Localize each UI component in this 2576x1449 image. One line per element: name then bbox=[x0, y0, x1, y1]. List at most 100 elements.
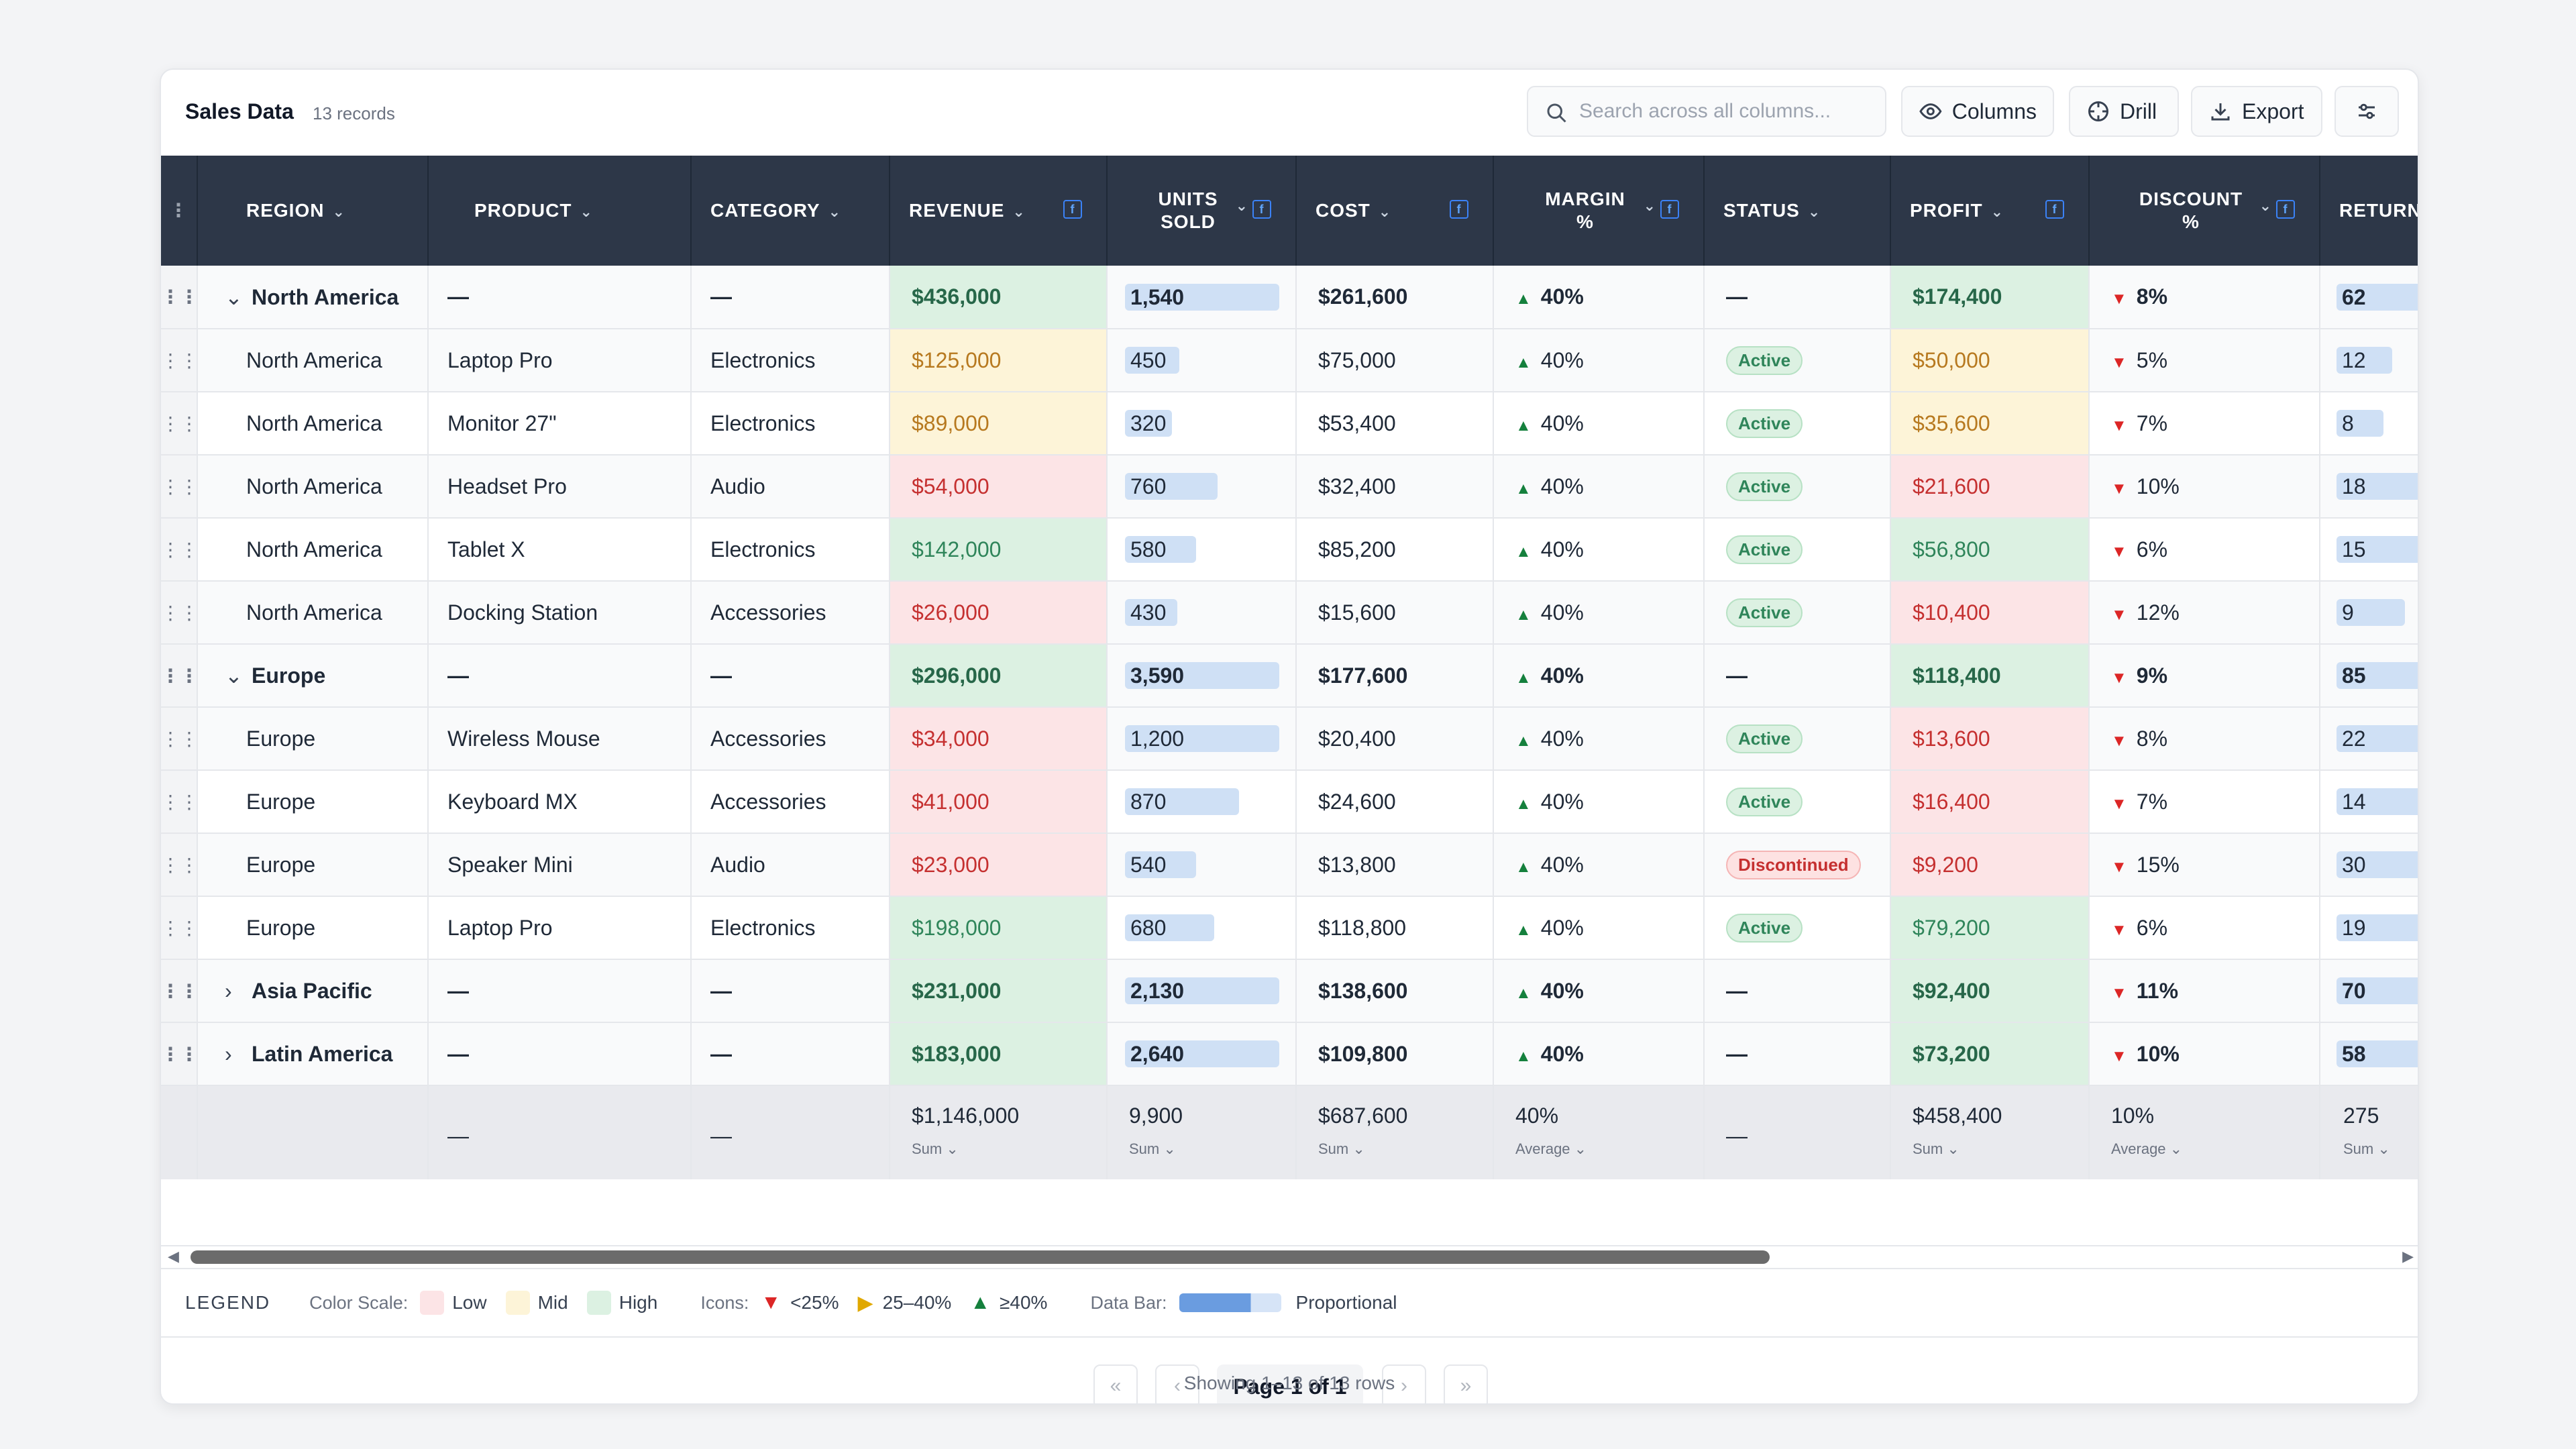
group-row[interactable]: ⋮⋮ › Latin America — — $183,000 2,640 $10… bbox=[161, 1022, 2418, 1086]
revenue-aggregate-select[interactable]: Sum ⌄ bbox=[912, 1140, 1106, 1158]
table-row[interactable]: ⋮⋮ North America Docking Station Accesso… bbox=[161, 581, 2418, 645]
row-drag-handle[interactable]: ⋮⋮ bbox=[161, 392, 198, 455]
row-drag-handle[interactable]: ⋮⋮ bbox=[161, 581, 198, 645]
scrollbar-thumb[interactable] bbox=[191, 1250, 1770, 1264]
column-header-margin[interactable]: MARGIN% ⌄ f bbox=[1493, 156, 1705, 266]
profit-aggregate-select[interactable]: Sum ⌄ bbox=[1913, 1140, 2088, 1158]
first-page-button[interactable]: « bbox=[1093, 1364, 1138, 1403]
table-row[interactable]: ⋮⋮ Europe Wireless Mouse Accessories $34… bbox=[161, 707, 2418, 771]
units-cell: 3,590 bbox=[1107, 644, 1297, 708]
scroll-left-icon[interactable]: ◀ bbox=[168, 1248, 179, 1265]
profit-cell: $16,400 bbox=[1890, 770, 2090, 834]
group-row[interactable]: ⋮⋮ › Asia Pacific — — $231,000 2,130 $138… bbox=[161, 959, 2418, 1023]
table-row[interactable]: ⋮⋮ North America Headset Pro Audio $54,0… bbox=[161, 455, 2418, 519]
chevron-down-icon[interactable]: ⌄ bbox=[225, 663, 243, 688]
pagination: « ‹ Page 1 of 1 › » bbox=[161, 1338, 2418, 1403]
column-header-returns[interactable]: RETURNS bbox=[2320, 156, 2418, 266]
discount-cell: ▼ 15% bbox=[2089, 833, 2320, 897]
units-data-bar: 540 bbox=[1125, 851, 1196, 879]
returns-cell: 85 bbox=[2320, 644, 2418, 708]
chevron-down-icon: ⌄ bbox=[2377, 1140, 2390, 1157]
search-input[interactable]: Search across all columns... bbox=[1527, 86, 1886, 137]
cost-cell: $75,000 bbox=[1296, 329, 1494, 392]
returns-data-bar: 15 bbox=[2337, 536, 2418, 564]
footer-cost-cell: $687,600 Sum ⌄ bbox=[1296, 1085, 1494, 1179]
chevron-down-icon: ⌄ bbox=[2169, 1140, 2183, 1157]
cost-cell: $177,600 bbox=[1296, 644, 1494, 708]
column-header-product[interactable]: PRODUCT ⌄ bbox=[428, 156, 692, 266]
filter-icon[interactable]: f bbox=[1252, 200, 1271, 219]
settings-button[interactable] bbox=[2334, 86, 2399, 137]
chevron-down-icon[interactable]: ⌄ bbox=[225, 284, 243, 309]
legend-databar: Data Bar: Proportional bbox=[1090, 1292, 1397, 1313]
revenue-cell: $436,000 bbox=[890, 266, 1108, 329]
returns-value: 9 bbox=[2342, 600, 2354, 625]
column-header-cost[interactable]: COST ⌄ f bbox=[1296, 156, 1494, 266]
units-value: 320 bbox=[1130, 411, 1167, 436]
cost-aggregate-select[interactable]: Sum ⌄ bbox=[1318, 1140, 1492, 1158]
triangle-down-icon: ▼ bbox=[2111, 1046, 2127, 1065]
table-row[interactable]: ⋮⋮ North America Monitor 27" Electronics… bbox=[161, 392, 2418, 455]
table-row[interactable]: ⋮⋮ North America Tablet X Electronics $1… bbox=[161, 518, 2418, 582]
group-row[interactable]: ⋮⋮ ⌄ Europe — — $296,000 3,590 $177,600 ▲… bbox=[161, 644, 2418, 708]
row-drag-handle[interactable]: ⋮⋮ bbox=[161, 959, 198, 1023]
filter-icon[interactable]: f bbox=[1660, 200, 1679, 219]
footer-status-dash: — bbox=[1726, 1124, 1748, 1148]
scroll-right-icon[interactable]: ▶ bbox=[2402, 1248, 2414, 1265]
row-drag-handle[interactable]: ⋮⋮ bbox=[161, 770, 198, 834]
region-text: North America bbox=[252, 284, 399, 309]
row-drag-handle[interactable]: ⋮⋮ bbox=[161, 644, 198, 708]
prev-page-button[interactable]: ‹ bbox=[1155, 1364, 1199, 1403]
legend: LEGEND Color Scale: Low Mid High Icons: … bbox=[161, 1268, 2418, 1338]
last-page-button[interactable]: » bbox=[1444, 1364, 1488, 1403]
table-row[interactable]: ⋮⋮ North America Laptop Pro Electronics … bbox=[161, 329, 2418, 392]
column-header-revenue[interactable]: REVENUE ⌄ f bbox=[890, 156, 1108, 266]
chevron-right-icon[interactable]: › bbox=[225, 1041, 232, 1066]
units-aggregate-select[interactable]: Sum ⌄ bbox=[1129, 1140, 1295, 1158]
next-page-button[interactable]: › bbox=[1382, 1364, 1426, 1403]
returns-cell: 58 bbox=[2320, 1022, 2418, 1086]
row-drag-handle[interactable]: ⋮⋮ bbox=[161, 266, 198, 329]
triangle-up-icon: ▲ bbox=[1515, 857, 1532, 876]
column-header-status[interactable]: STATUS ⌄ bbox=[1704, 156, 1891, 266]
legend-icon-mid: ▶ 25–40% bbox=[857, 1291, 951, 1315]
drill-button[interactable]: Drill bbox=[2069, 86, 2179, 137]
units-data-bar: 1,540 bbox=[1125, 283, 1279, 311]
margin-aggregate-select[interactable]: Average ⌄ bbox=[1515, 1140, 1703, 1158]
row-drag-handle[interactable]: ⋮⋮ bbox=[161, 896, 198, 960]
units-data-bar: 320 bbox=[1125, 410, 1172, 437]
column-header-category[interactable]: CATEGORY ⌄ bbox=[691, 156, 890, 266]
chevron-right-icon[interactable]: › bbox=[225, 978, 232, 1003]
column-header-profit[interactable]: PROFIT ⌄ f bbox=[1890, 156, 2090, 266]
group-row[interactable]: ⋮⋮ ⌄ North America — — $436,000 1,540 $26… bbox=[161, 266, 2418, 329]
column-header-units-sold[interactable]: UNITS SOLD ⌄ f bbox=[1107, 156, 1297, 266]
filter-icon[interactable]: f bbox=[2045, 200, 2064, 219]
column-header-region[interactable]: REGION ⌄ bbox=[197, 156, 429, 266]
cost-cell: $109,800 bbox=[1296, 1022, 1494, 1086]
table-row[interactable]: ⋮⋮ Europe Keyboard MX Accessories $41,00… bbox=[161, 770, 2418, 834]
row-drag-handle[interactable]: ⋮⋮ bbox=[161, 707, 198, 771]
filter-icon[interactable]: f bbox=[1450, 200, 1468, 219]
units-data-bar: 430 bbox=[1125, 599, 1177, 627]
row-drag-handle[interactable]: ⋮⋮ bbox=[161, 518, 198, 582]
row-drag-handle[interactable]: ⋮⋮ bbox=[161, 329, 198, 392]
cost-cell: $13,800 bbox=[1296, 833, 1494, 897]
filter-icon[interactable]: f bbox=[1063, 200, 1082, 219]
chevron-down-icon: ⌄ bbox=[1574, 1140, 1587, 1157]
row-drag-handle[interactable]: ⋮⋮ bbox=[161, 833, 198, 897]
column-header-discount[interactable]: DISCOUNT% ⌄ f bbox=[2089, 156, 2320, 266]
columns-button[interactable]: Columns bbox=[1901, 86, 2054, 137]
table-row[interactable]: ⋮⋮ Europe Speaker Mini Audio $23,000 540… bbox=[161, 833, 2418, 897]
filter-icon[interactable]: f bbox=[2276, 200, 2295, 219]
row-drag-handle[interactable]: ⋮⋮ bbox=[161, 455, 198, 519]
revenue-cell: $183,000 bbox=[890, 1022, 1108, 1086]
export-button[interactable]: Export bbox=[2191, 86, 2322, 137]
table-row[interactable]: ⋮⋮ Europe Laptop Pro Electronics $198,00… bbox=[161, 896, 2418, 960]
discount-aggregate-select[interactable]: Average ⌄ bbox=[2111, 1140, 2318, 1158]
status-badge: Active bbox=[1726, 724, 1803, 753]
units-value: 430 bbox=[1130, 600, 1167, 625]
row-drag-handle[interactable]: ⋮⋮ bbox=[161, 1022, 198, 1086]
returns-aggregate-select[interactable]: Sum ⌄ bbox=[2343, 1140, 2418, 1158]
status-cell: Active bbox=[1704, 707, 1891, 771]
horizontal-scrollbar[interactable]: ◀ ▶ bbox=[161, 1245, 2418, 1268]
